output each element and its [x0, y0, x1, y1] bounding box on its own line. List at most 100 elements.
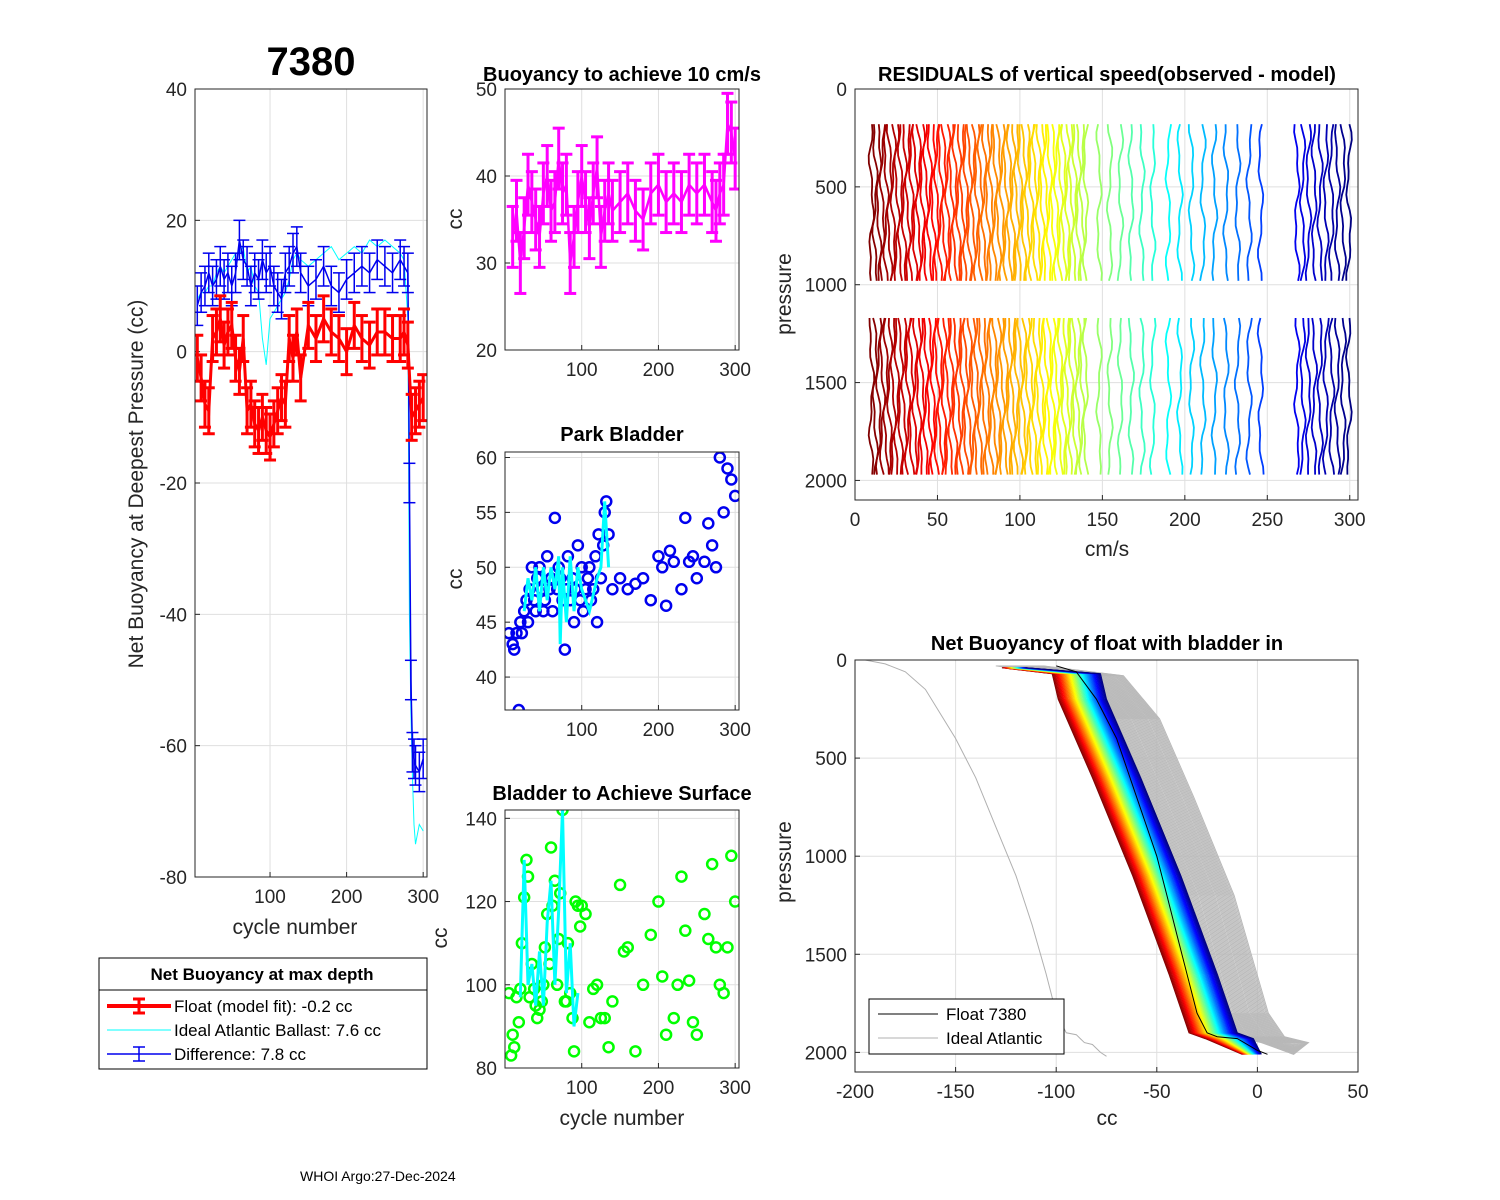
residual-trace: [1339, 317, 1348, 475]
residual-trace: [900, 124, 908, 281]
residual-trace: [1127, 317, 1135, 475]
p6-frame: [854, 659, 1359, 1073]
p6-ytick-label: 1000: [805, 847, 847, 868]
residual-trace: [998, 124, 1006, 281]
surface-bladder-point: [709, 941, 723, 954]
buoyancy-errorbar: [729, 126, 739, 191]
park-bladder-point: [686, 550, 700, 563]
park-bladder-point: [636, 572, 650, 585]
park-bladder-point: [567, 615, 581, 629]
surface-bladder-point: [606, 995, 619, 1008]
p4-series: [505, 810, 739, 1062]
residual-trace: [893, 317, 901, 475]
p1-xtick-label: 200: [331, 887, 363, 908]
p6-ytick-label: 2000: [805, 1043, 847, 1064]
residual-trace: [998, 317, 1006, 475]
surface-bladder-point: [629, 1045, 642, 1058]
residual-trace: [1001, 318, 1009, 475]
p2-series: [506, 91, 739, 295]
residual-trace: [958, 124, 967, 281]
surface-bladder-point: [656, 970, 669, 983]
residual-trace: [1298, 123, 1307, 282]
buoyancy-errorbar: [644, 161, 657, 226]
residual-trace: [1256, 317, 1265, 475]
surface-bladder-point: [671, 978, 684, 992]
buoyancy-errorbar: [560, 152, 573, 217]
residual-trace: [1009, 317, 1017, 475]
residual-trace: [1293, 317, 1301, 475]
p2-ytick-label: 30: [476, 254, 497, 275]
buoyancy-errorbar: [660, 170, 673, 235]
p1-ytick-label: -40: [160, 605, 187, 626]
surface-bladder-point: [686, 1015, 700, 1029]
park-bladder-point: [721, 462, 734, 475]
residual-trace: [976, 124, 984, 282]
float-model-errorbar: [401, 320, 414, 370]
residual-trace: [991, 317, 999, 475]
residual-trace: [1187, 124, 1196, 282]
buoyancy-errorbar: [683, 152, 696, 217]
residual-trace: [1060, 317, 1068, 475]
residual-trace: [1233, 317, 1242, 475]
residual-trace: [904, 124, 912, 281]
surface-bladder-point: [550, 978, 564, 992]
buoyancy-errorbar: [690, 161, 703, 226]
ideal-atlantic-line: [865, 660, 1107, 1057]
float-model-errorbar: [332, 314, 345, 364]
p2-xtick-label: 200: [643, 360, 675, 381]
park-bladder-point: [656, 561, 669, 574]
residual-trace: [1316, 317, 1324, 475]
park-bladder-point: [540, 550, 554, 563]
p2-title: Buoyancy to achieve 10 cm/s: [483, 64, 761, 86]
float-model-errorbar: [355, 314, 368, 364]
residual-trace: [1095, 124, 1103, 281]
legend-difference-label: Difference: 7.8 cc: [174, 1045, 306, 1064]
residual-trace: [991, 124, 999, 281]
residual-trace: [984, 124, 992, 281]
residual-trace: [1234, 124, 1242, 281]
difference-errorbar: [317, 245, 330, 287]
residual-trace: [972, 124, 981, 281]
residual-trace: [1064, 124, 1072, 282]
residual-trace: [1016, 317, 1024, 475]
residual-trace: [958, 317, 966, 475]
park-bladder-point: [717, 506, 730, 519]
difference-errorbar: [403, 462, 416, 504]
surface-bladder-point: [636, 978, 650, 992]
buoyancy-errorbar: [606, 178, 619, 243]
residual-trace: [878, 124, 886, 281]
residual-trace: [955, 124, 963, 281]
p3-xtick-label: 300: [719, 720, 751, 741]
residual-trace: [1045, 317, 1053, 475]
residual-trace: [1138, 317, 1146, 475]
p1-xtick-label: 100: [254, 887, 286, 908]
surface-bladder-point: [544, 841, 558, 854]
p5-ytick-label: 1000: [805, 276, 847, 297]
residual-trace: [897, 317, 905, 475]
p3-ytick-label: 50: [476, 558, 497, 579]
residual-trace: [1164, 124, 1172, 281]
park-bladder-point: [506, 637, 519, 651]
residual-trace: [1327, 124, 1335, 281]
surface-bladder-point: [506, 1028, 519, 1041]
residual-trace: [1009, 124, 1017, 281]
difference-errorbar: [371, 239, 384, 281]
legend-difference-marker: [107, 1046, 171, 1062]
residual-trace: [1105, 124, 1114, 282]
residual-trace: [947, 317, 955, 475]
residual-trace: [1027, 317, 1035, 475]
residual-trace: [1310, 317, 1319, 475]
colored-profile: [1025, 667, 1262, 1055]
p5-series: [867, 123, 1353, 475]
residual-trace: [1052, 124, 1061, 281]
p4-xtick-label: 200: [643, 1078, 675, 1099]
residual-trace: [1020, 124, 1028, 281]
residual-trace: [1293, 124, 1301, 281]
residual-trace: [940, 124, 948, 282]
float-model-errorbar: [363, 320, 376, 370]
park-bladder-point: [613, 572, 627, 585]
difference-errorbar: [401, 252, 414, 294]
difference-errorbar: [294, 252, 307, 294]
p1-ytick-label: -80: [160, 868, 187, 889]
p5-xtick-label: 300: [1334, 510, 1366, 531]
